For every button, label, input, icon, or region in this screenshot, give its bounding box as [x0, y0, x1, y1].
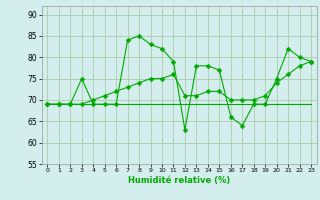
X-axis label: Humidité relative (%): Humidité relative (%) — [128, 176, 230, 185]
